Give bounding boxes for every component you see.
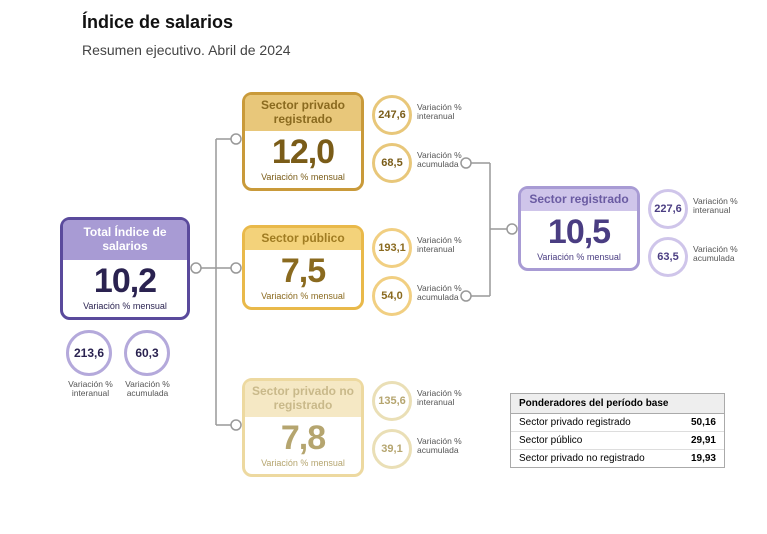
page-title: Índice de salarios	[82, 12, 233, 33]
ring-priv-noreg-acumulada-label: Variación % acumulada	[417, 437, 467, 456]
card-reg-header: Sector registrado	[521, 189, 637, 211]
ring-reg-interanual: 227,6	[648, 189, 688, 229]
ptable-value: 29,91	[691, 435, 716, 446]
ring-total-acumulada-value: 60,3	[135, 346, 158, 360]
card-priv-noreg: Sector privado no registrado 7,8 Variaci…	[242, 378, 364, 477]
ring-priv-reg-acumulada: 68,5	[372, 143, 412, 183]
card-reg-value: 10,5	[531, 215, 627, 251]
ptable-label: Sector público	[519, 435, 582, 446]
ring-priv-noreg-interanual-value: 135,6	[378, 395, 406, 407]
ring-priv-noreg-interanual-label: Variación % interanual	[417, 389, 467, 408]
card-reg: Sector registrado 10,5 Variación % mensu…	[518, 186, 640, 271]
ring-reg-interanual-label: Variación % interanual	[693, 197, 743, 216]
card-priv-reg-footer: Variación % mensual	[255, 172, 351, 182]
ring-publico-interanual: 193,1	[372, 228, 412, 268]
ring-total-interanual-label: Variación % interanual	[63, 380, 118, 399]
ring-priv-noreg-interanual: 135,6	[372, 381, 412, 421]
ring-priv-noreg-acumulada: 39,1	[372, 429, 412, 469]
card-total-footer: Variación % mensual	[73, 301, 177, 311]
ring-total-acumulada-label: Variación % acumulada	[120, 380, 175, 399]
page-subtitle: Resumen ejecutivo. Abril de 2024	[82, 42, 291, 58]
card-total-header: Total Índice de salarios	[63, 220, 187, 260]
ring-priv-reg-interanual-label: Variación % interanual	[417, 103, 467, 122]
ptable-value: 19,93	[691, 453, 716, 464]
ptable-label: Sector privado registrado	[519, 417, 631, 428]
card-priv-reg-value: 12,0	[255, 135, 351, 171]
ring-priv-reg-acumulada-label: Variación % acumulada	[417, 151, 467, 170]
ring-publico-interanual-label: Variación % interanual	[417, 236, 467, 255]
card-total-value: 10,2	[73, 264, 177, 300]
card-publico: Sector público 7,5 Variación % mensual	[242, 225, 364, 310]
card-total: Total Índice de salarios 10,2 Variación …	[60, 217, 190, 320]
ptable-value: 50,16	[691, 417, 716, 428]
card-reg-footer: Variación % mensual	[531, 252, 627, 262]
card-publico-value: 7,5	[255, 254, 351, 290]
ring-priv-reg-interanual: 247,6	[372, 95, 412, 135]
card-publico-footer: Variación % mensual	[255, 291, 351, 301]
ring-reg-interanual-value: 227,6	[654, 203, 682, 215]
ring-reg-acumulada-value: 63,5	[657, 251, 678, 263]
card-priv-reg-header: Sector privado registrado	[245, 95, 361, 131]
ring-priv-reg-acumulada-value: 68,5	[381, 157, 402, 169]
card-priv-noreg-header: Sector privado no registrado	[245, 381, 361, 417]
card-priv-reg: Sector privado registrado 12,0 Variación…	[242, 92, 364, 191]
card-priv-noreg-footer: Variación % mensual	[255, 458, 351, 468]
ring-total-interanual-value: 213,6	[74, 346, 104, 360]
ring-reg-acumulada-label: Variación % acumulada	[693, 245, 743, 264]
ponderadores-header: Ponderadores del período base	[511, 394, 724, 414]
card-priv-noreg-value: 7,8	[255, 421, 351, 457]
card-publico-header: Sector público	[245, 228, 361, 250]
ring-total-acumulada: 60,3	[124, 330, 170, 376]
ring-publico-acumulada-label: Variación % acumulada	[417, 284, 467, 303]
ring-total-interanual: 213,6	[66, 330, 112, 376]
table-row: Sector privado registrado 50,16	[511, 414, 724, 432]
ring-reg-acumulada: 63,5	[648, 237, 688, 277]
table-row: Sector privado no registrado 19,93	[511, 450, 724, 467]
ring-priv-noreg-acumulada-value: 39,1	[381, 443, 402, 455]
ptable-label: Sector privado no registrado	[519, 453, 645, 464]
ring-publico-interanual-value: 193,1	[378, 242, 406, 254]
table-row: Sector público 29,91	[511, 432, 724, 450]
ring-publico-acumulada: 54,0	[372, 276, 412, 316]
ponderadores-table: Ponderadores del período base Sector pri…	[510, 393, 725, 468]
ring-publico-acumulada-value: 54,0	[381, 290, 402, 302]
ring-priv-reg-interanual-value: 247,6	[378, 109, 406, 121]
